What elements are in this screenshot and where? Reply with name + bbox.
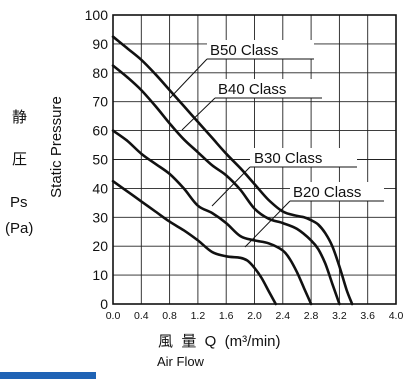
series-line-b20 [111,179,277,306]
class-label-bg [215,79,322,98]
y-tick-label: 40 [92,180,108,196]
class-leader-line [169,58,208,99]
xlabel: 風 量 Q (m³/min) [158,333,281,350]
y-tick-label: 50 [92,152,108,168]
class-label-b50: B50 Class [210,42,278,59]
y-tick-label: 0 [100,296,108,312]
class-label-b40: B40 Class [218,81,286,98]
ylabel-jp-1: 静 [12,109,27,126]
class-leader-line [211,166,251,207]
plot-frame [112,14,397,305]
x-tick-label: 3.2 [332,310,347,322]
class-label-bg [207,40,314,59]
class-label-b20: B20 Class [293,184,361,201]
class-leader-line [181,97,216,131]
ylabel-ps: Ps [10,194,28,211]
ylabel-unit: (Pa) [5,220,33,237]
x-tick-label: 1.2 [191,310,206,322]
y-tick-label: 30 [92,209,108,225]
cropped-text-fragment [0,372,96,379]
series-line-b30 [111,129,313,306]
class-leader-line [244,200,291,248]
curves [111,35,354,306]
series-line-b50 [111,35,354,306]
x-tick-label: 2.8 [304,310,319,322]
x-tick-label: 2.0 [247,310,262,322]
x-tick-label: 3.6 [360,310,375,322]
ylabel-jp-2: 圧 [12,151,27,168]
x-tick-label: 2.4 [275,310,290,322]
class-label-bg [250,148,357,167]
x-tick-label: 0.4 [134,310,149,322]
class-label-b30: B30 Class [254,150,322,167]
y-tick-label: 80 [92,65,108,81]
leaders: B50 Class B40 Class B30 Class B20 Class [169,40,384,248]
tick-labels: 0.0 0.4 0.8 1.2 1.6 2.0 2.4 2.8 3.2 3.6 4.0 0 10 20 30… [85,7,404,322]
x-tick-label: 4.0 [389,310,404,322]
y-tick-label: 90 [92,36,108,52]
class-label-bg [290,182,384,201]
y-tick-label: 10 [92,267,108,283]
ylabel: Static Pressure [48,96,65,198]
x-tick-label: 1.6 [219,310,234,322]
x-tick-label: 0.0 [106,310,121,322]
y-tick-label: 100 [85,7,109,23]
xlabel-en: Air Flow [157,354,205,369]
y-tick-label: 70 [92,94,108,110]
x-tick-label: 0.8 [162,310,177,322]
y-tick-label: 20 [92,238,108,254]
y-tick-label: 60 [92,123,108,139]
series-line-b40 [111,64,341,306]
